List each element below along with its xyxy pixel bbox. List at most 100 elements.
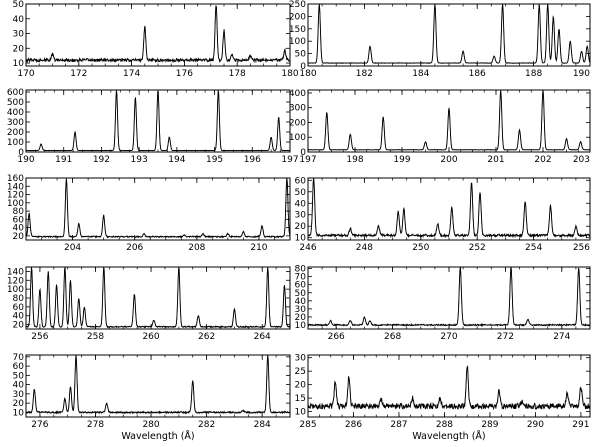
observed-spectrum-line: [26, 267, 290, 329]
y-tick-label: 500: [7, 98, 24, 108]
y-tick-label: 0: [300, 148, 306, 158]
x-tick-label: 210: [250, 243, 267, 253]
observed-spectrum-line: [26, 90, 290, 152]
y-tick-label: 50: [13, 0, 25, 10]
x-tick-label: 272: [497, 332, 514, 342]
y-tick-label: 20: [13, 399, 25, 409]
x-tick-label: 246: [299, 243, 316, 253]
y-tick-label: 10: [295, 408, 307, 418]
spectrum-panel-2: 180 182 184 186 188 190 0 50 100 150 200 250: [289, 0, 591, 79]
x-tick-label: 289: [481, 420, 498, 430]
y-tick-label: 15: [295, 394, 306, 404]
y-tick-label: 50: [295, 289, 307, 299]
y-tick-label: 50: [295, 50, 307, 60]
y-tick-label: 160: [7, 174, 24, 184]
y-tick-label: 40: [295, 199, 307, 209]
observed-spectrum-line: [308, 90, 590, 151]
x-tick-label: 256: [573, 243, 590, 253]
x-tick-label: 200: [440, 155, 457, 165]
x-tick-label: 186: [469, 69, 486, 79]
x-tick-label: 192: [93, 155, 110, 165]
y-tick-label: 0: [18, 148, 24, 158]
y-tick-label: 50: [13, 371, 25, 381]
y-tick-label: 100: [7, 138, 24, 148]
x-tick-label: 174: [123, 69, 140, 79]
x-tick-label: 288: [436, 420, 453, 430]
x-tick-label: 280: [142, 420, 159, 430]
model-spectrum-line: [308, 179, 590, 236]
y-tick-label: 10: [295, 234, 307, 244]
spectrum-panel-1: 170 172 174 176 178 180 10 20 30 40 50: [13, 0, 299, 79]
model-spectrum-line: [308, 91, 590, 151]
y-tick-label: 30: [295, 211, 307, 221]
x-tick-label: 258: [87, 332, 104, 342]
x-tick-label: 180: [281, 69, 298, 79]
x-tick-label: 184: [412, 69, 429, 79]
model-spectrum-line: [308, 267, 590, 326]
x-tick-label: 190: [573, 69, 590, 79]
x-tick-label: 195: [206, 155, 223, 165]
y-tick-label: 10: [13, 408, 25, 418]
panel-frame: [307, 354, 591, 418]
x-tick-label: 172: [70, 69, 87, 79]
x-tick-label: 266: [328, 332, 345, 342]
y-tick-label: 200: [289, 118, 306, 128]
y-tick-label: 600: [7, 88, 24, 98]
x-tick-label: 268: [384, 332, 401, 342]
x-tick-label: 248: [356, 243, 373, 253]
panel-frame: [25, 177, 291, 241]
y-tick-label: 80: [13, 207, 25, 217]
y-tick-label: 80: [295, 265, 307, 275]
model-spectrum-line: [308, 4, 590, 64]
y-tick-label: 200: [7, 128, 24, 138]
x-tick-label: 180: [299, 69, 316, 79]
x-tick-label: 285: [299, 420, 316, 430]
x-tick-label: 278: [87, 420, 104, 430]
x-tick-label: 170: [17, 69, 34, 79]
y-tick-label: 20: [295, 313, 307, 323]
y-tick-label: 250: [289, 0, 306, 10]
spectrum-panel-4: 197 198 199 200 201 202 203 0 100 200 300 400: [289, 89, 591, 165]
y-tick-label: 140: [7, 182, 24, 192]
x-tick-label: 199: [393, 155, 410, 165]
x-tick-label: 276: [31, 420, 48, 430]
y-tick-label: 40: [295, 297, 307, 307]
y-tick-label: 25: [295, 367, 306, 377]
observed-spectrum-line: [308, 178, 590, 239]
y-tick-label: 0: [300, 62, 306, 72]
x-tick-label: 290: [527, 420, 544, 430]
y-tick-label: 40: [13, 312, 25, 322]
model-spectrum-line: [26, 5, 290, 61]
y-tick-label: 20: [295, 222, 307, 232]
observed-spectrum-line: [26, 355, 290, 415]
y-tick-label: 30: [13, 30, 25, 40]
x-tick-label: 191: [55, 155, 72, 165]
y-tick-label: 100: [7, 285, 24, 295]
x-tick-label: 206: [126, 243, 143, 253]
y-tick-label: 150: [289, 25, 306, 35]
y-tick-label: 100: [289, 133, 306, 143]
x-tick-label: 182: [356, 69, 373, 79]
x-tick-label: 204: [64, 243, 81, 253]
y-tick-label: 20: [13, 44, 25, 54]
panel-frame: [25, 89, 291, 153]
y-tick-label: 80: [13, 294, 25, 304]
observed-spectrum-line: [308, 4, 590, 64]
x-axis-title: Wavelength (Å): [121, 430, 194, 442]
x-tick-label: 196: [244, 155, 261, 165]
x-tick-label: 250: [412, 243, 429, 253]
panel-frame: [25, 354, 291, 418]
y-tick-label: 200: [289, 12, 306, 22]
observed-spectrum-line: [26, 5, 290, 64]
x-tick-label: 252: [469, 243, 486, 253]
y-tick-label: 30: [13, 390, 25, 400]
observed-spectrum-line: [308, 267, 590, 327]
y-tick-label: 60: [13, 362, 25, 372]
y-tick-label: 20: [13, 232, 25, 242]
x-tick-label: 264: [254, 332, 271, 342]
observed-spectrum-line: [308, 364, 590, 411]
